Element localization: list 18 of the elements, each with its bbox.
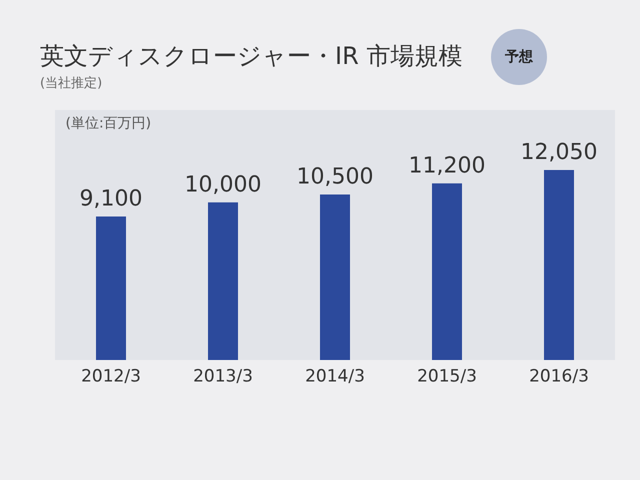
data-label: 10,000 xyxy=(184,172,262,198)
data-label: 9,100 xyxy=(80,186,142,212)
bar xyxy=(544,170,574,360)
data-label: 10,500 xyxy=(296,164,374,190)
bar xyxy=(320,194,350,360)
data-label: 11,200 xyxy=(408,153,486,178)
y-axis-title: (単位:百万円) xyxy=(66,116,152,132)
x-tick-label: 2012/3 xyxy=(81,366,141,386)
x-tick-label: 2014/3 xyxy=(305,366,365,386)
bar xyxy=(208,202,238,360)
chart-title: 英文ディスクロージャー・IR 市場規模 xyxy=(40,42,462,70)
chart-subtitle: (当社推定) xyxy=(40,76,102,91)
data-label: 12,050 xyxy=(520,140,598,165)
x-tick-label: 2013/3 xyxy=(193,366,253,386)
x-tick-label: 2015/3 xyxy=(417,366,477,386)
bar xyxy=(96,216,126,360)
x-tick-label: 2016/3 xyxy=(529,366,589,386)
bar xyxy=(432,183,462,360)
